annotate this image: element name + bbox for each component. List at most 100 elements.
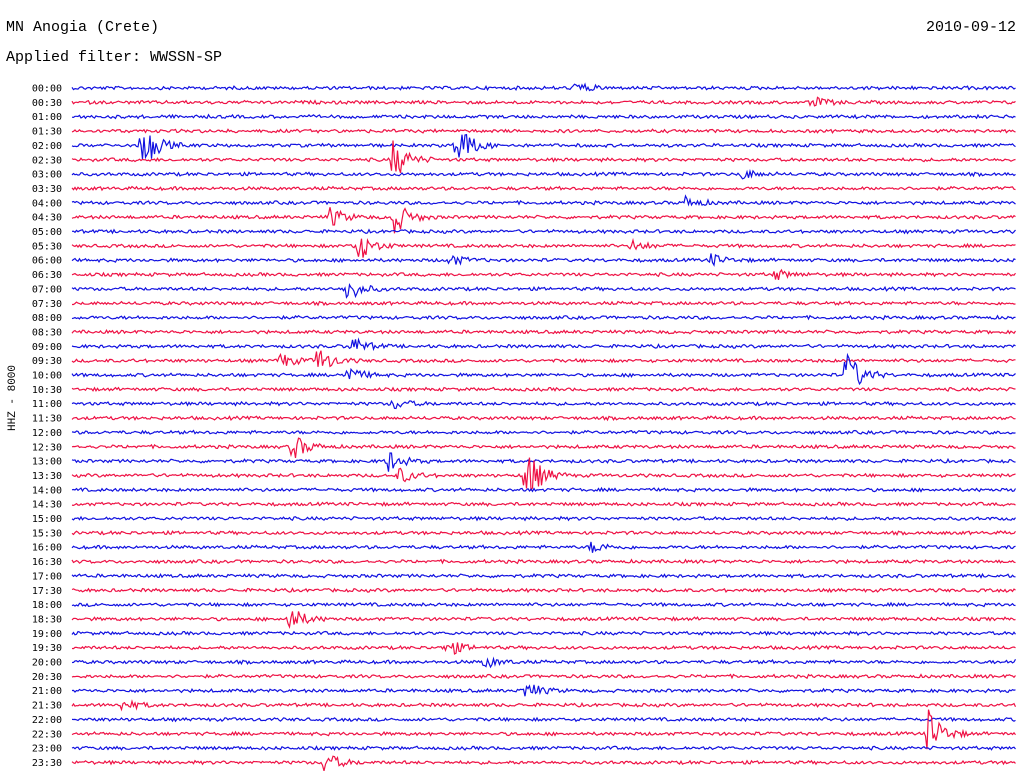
trace-1300 [71, 452, 1016, 472]
row-time-label: 02:00 [32, 141, 62, 152]
row-time-label: 07:00 [32, 284, 62, 295]
row-time-label: 20:30 [32, 672, 62, 683]
trace-0430 [71, 207, 1016, 234]
row-time-label: 00:30 [32, 98, 62, 109]
row-time-label: 18:30 [32, 614, 62, 625]
trace-1630 [71, 558, 1016, 565]
trace-1400 [71, 486, 1017, 493]
row-time-label: 04:00 [32, 198, 62, 209]
trace-1100 [71, 399, 1016, 410]
row-time-label: 08:30 [32, 327, 62, 338]
row-time-label: 18:00 [32, 600, 62, 611]
row-time-label: 22:30 [32, 729, 62, 740]
station-title: MN Anogia (Crete) [6, 19, 160, 36]
trace-1000 [71, 352, 1016, 386]
row-time-label: 15:30 [32, 528, 62, 539]
trace-2200 [71, 716, 1016, 723]
trace-2130 [71, 699, 1017, 712]
trace-0200 [71, 133, 1016, 160]
trace-1930 [71, 642, 1016, 655]
row-time-label: 23:30 [32, 758, 62, 769]
trace-1200 [71, 429, 1016, 436]
trace-1900 [71, 630, 1016, 637]
trace-0730 [72, 300, 1016, 307]
trace-1530 [71, 529, 1016, 536]
trace-0830 [71, 328, 1017, 335]
row-time-label: 09:30 [32, 356, 62, 367]
row-time-label: 01:00 [32, 112, 62, 123]
trace-0000 [71, 82, 1016, 92]
trace-1600 [71, 541, 1016, 553]
trace-1330 [71, 457, 1016, 492]
trace-2100 [71, 684, 1016, 697]
row-time-label: 09:00 [32, 342, 62, 353]
trace-1700 [71, 572, 1016, 579]
trace-2000 [71, 656, 1017, 669]
trace-1030 [71, 386, 1016, 393]
trace-2230 [71, 709, 1016, 750]
trace-0300 [71, 168, 1016, 180]
row-time-label: 13:00 [32, 457, 62, 468]
row-time-label: 16:00 [32, 543, 62, 554]
row-time-label: 10:30 [32, 385, 62, 396]
row-time-label: 11:00 [32, 399, 62, 410]
filter-label: Applied filter: WWSSN-SP [6, 49, 223, 66]
row-time-label: 13:30 [32, 471, 62, 482]
date-label: 2010-09-12 [925, 19, 1016, 36]
row-time-label: 14:00 [32, 485, 62, 496]
row-time-label: 21:30 [32, 701, 62, 712]
trace-2300 [71, 745, 1016, 751]
trace-0900 [71, 337, 1016, 352]
row-time-label: 15:00 [32, 514, 62, 525]
row-time-label: 17:00 [32, 571, 62, 582]
row-time-label: 22:00 [32, 715, 62, 726]
row-time-label: 17:30 [32, 586, 62, 597]
trace-0030 [71, 96, 1016, 107]
trace-0230 [71, 140, 1016, 173]
trace-1730 [71, 587, 1016, 594]
row-time-label: 05:00 [32, 227, 62, 238]
row-time-label: 12:30 [32, 442, 62, 453]
row-time-label: 01:30 [32, 127, 62, 138]
trace-1430 [71, 501, 1016, 507]
row-time-label: 14:30 [32, 500, 62, 511]
trace-0700 [71, 282, 1016, 299]
row-time-label: 06:00 [32, 256, 62, 267]
trace-0530 [71, 237, 1016, 258]
trace-0600 [71, 253, 1016, 267]
row-time-label: 06:30 [32, 270, 62, 281]
trace-0130 [71, 128, 1016, 134]
row-time-label: 16:30 [32, 557, 62, 568]
row-time-label: 11:30 [32, 414, 62, 425]
row-time-label: 08:00 [32, 313, 62, 324]
row-time-label: 07:30 [32, 299, 62, 310]
trace-2030 [71, 673, 1016, 680]
trace-0330 [71, 185, 1016, 192]
trace-1800 [71, 601, 1016, 608]
row-time-label: 04:30 [32, 213, 62, 224]
trace-1130 [71, 415, 1016, 422]
trace-0100 [71, 113, 1016, 120]
row-time-label: 00:00 [32, 84, 62, 95]
row-time-label: 05:30 [32, 241, 62, 252]
trace-0630 [71, 268, 1016, 281]
trace-1230 [71, 437, 1016, 458]
trace-0930 [71, 350, 1016, 368]
row-time-label: 02:30 [32, 155, 62, 166]
trace-0500 [71, 228, 1016, 235]
trace-1500 [71, 515, 1016, 522]
row-time-label: 20:00 [32, 658, 62, 669]
row-time-label: 19:00 [32, 629, 62, 640]
row-time-label: 19:30 [32, 643, 62, 654]
trace-0400 [71, 194, 1016, 207]
trace-0800 [71, 314, 1016, 321]
row-time-label: 21:00 [32, 686, 62, 697]
row-time-label: 23:00 [32, 744, 62, 755]
trace-2330 [71, 755, 1016, 772]
trace-1830 [71, 611, 1016, 630]
row-time-label: 03:30 [32, 184, 62, 195]
row-time-label: 03:00 [32, 170, 62, 181]
row-time-label: 12:00 [32, 428, 62, 439]
row-time-label: 10:00 [32, 371, 62, 382]
